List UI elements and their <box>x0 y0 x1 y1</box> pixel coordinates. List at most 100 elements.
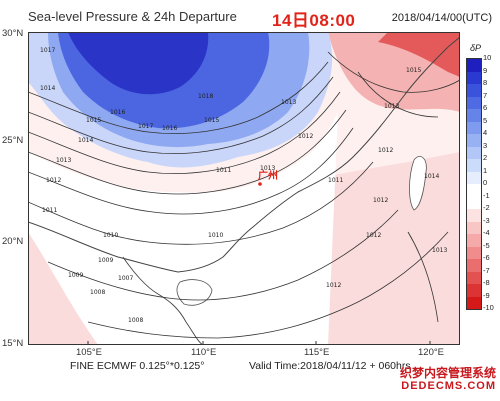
colorbar-tick-label: -4 <box>483 228 490 237</box>
map-panel: 1017 1016 1015 1014 1018 1017 1016 1013 … <box>28 32 460 345</box>
isobar-labels: 1017 1016 1015 1014 1018 1017 1016 1013 … <box>40 47 447 324</box>
isobar-label: 1015 <box>86 117 101 124</box>
colorbar-segment <box>467 134 481 147</box>
watermark-line1: 织梦内容管理系统 <box>399 366 496 380</box>
colorbar-tick-label: -7 <box>483 265 490 275</box>
pressure-map-svg: 1017 1016 1015 1014 1018 1017 1016 1013 … <box>28 32 460 345</box>
isobar-label: 1014 <box>40 85 55 92</box>
colorbar-segment <box>467 259 481 272</box>
colorbar <box>466 58 482 310</box>
colorbar-segment <box>467 196 481 209</box>
colorbar-tick-label: -6 <box>483 253 490 262</box>
colorbar-tick-label: -2 <box>483 203 490 212</box>
colorbar-tick-label: 7 <box>483 90 488 100</box>
isobar-label: 1009 <box>68 272 83 279</box>
coastline <box>28 36 460 273</box>
hainan-island <box>176 279 213 306</box>
guangzhou-marker <box>258 182 262 186</box>
colorbar-tick-label: 8 <box>483 78 488 87</box>
colorbar-segment <box>467 171 481 184</box>
colorbar-title: δP <box>470 43 482 53</box>
colorbar-tick-label: 5 <box>483 115 488 125</box>
lon-label-110: 110°E <box>191 347 217 358</box>
sw-pink <box>28 232 98 345</box>
colorbar-segment <box>467 71 481 84</box>
colorbar-segment <box>467 109 481 122</box>
colorbar-segment <box>467 121 481 134</box>
colorbar-tick-label: 6 <box>483 103 488 112</box>
valid-time-label: Valid Time:2018/04/11/12 + 060hrs <box>249 360 411 372</box>
city-label-guangzhou: 广州 <box>258 169 278 182</box>
colorbar-tick-label: 2 <box>483 153 488 162</box>
isobar-label: 1008 <box>90 289 105 296</box>
colorbar-tick-label: -10 <box>483 303 494 312</box>
colorbar-segment <box>467 96 481 109</box>
colorbar-tick-label: 9 <box>483 65 488 75</box>
isobar-label: 1013 <box>432 247 447 254</box>
colorbar-tick-label: 1 <box>483 165 488 175</box>
isobar-label: 1017 <box>138 123 153 130</box>
taiwan-island <box>409 156 427 211</box>
lon-ticks <box>87 341 431 345</box>
isobar-label: 1012 <box>378 147 393 154</box>
colorbar-tick-label: -8 <box>483 278 490 287</box>
watermark-line2: DEDECMS.COM <box>401 380 496 392</box>
isobar-label: 1011 <box>216 167 231 174</box>
isobar-label: 1014 <box>424 173 439 180</box>
isobar-label: 1012 <box>373 197 388 204</box>
gulf-coast <box>122 256 204 345</box>
model-label: FINE ECMWF 0.125°*0.125° <box>70 360 205 372</box>
colorbar-segment <box>467 296 481 309</box>
colorbar-segment <box>467 146 481 159</box>
colorbar-segment <box>467 271 481 284</box>
isobar-label: 1012 <box>298 133 313 140</box>
isobar-label: 1015 <box>204 117 219 124</box>
isobar-label: 1010 <box>103 232 118 239</box>
isobar-label: 1008 <box>128 317 143 324</box>
colorbar-segment <box>467 159 481 172</box>
issue-time: 2018/04/14/00(UTC) <box>391 12 492 24</box>
isobar-label: 1010 <box>208 232 223 239</box>
isobar-label: 1012 <box>326 282 341 289</box>
isobar-label: 1018 <box>198 93 213 100</box>
map-frame <box>28 32 460 345</box>
lat-label-20: 20°N <box>2 236 24 247</box>
colorbar-tick-label: -3 <box>483 215 490 225</box>
isobar-label: 1013 <box>56 157 71 164</box>
colorbar-tick-label: 3 <box>483 140 488 150</box>
colorbar-segment <box>467 221 481 234</box>
colorbar-segment <box>467 59 481 72</box>
isobar-label: 1012 <box>366 232 381 239</box>
lon-label-120: 120°E <box>418 347 444 358</box>
blue-core <box>68 32 209 95</box>
lat-label-30: 30°N <box>2 28 24 39</box>
isobar-label: 1014 <box>78 137 93 144</box>
isobar-label: 1015 <box>406 67 421 74</box>
colorbar-tick-label: -5 <box>483 240 490 250</box>
chart-title: Sea-level Pressure & 24h Departure <box>28 9 237 24</box>
isobar-label: 1011 <box>328 177 343 184</box>
colorbar-tick-label: 4 <box>483 128 488 137</box>
colorbar-segment <box>467 84 481 97</box>
ne-strong-red <box>378 32 460 77</box>
lon-label-115: 115°E <box>304 347 330 358</box>
lat-label-25: 25°N <box>2 135 24 146</box>
isobar-label: 1013 <box>384 103 399 110</box>
colorbar-segment <box>467 209 481 222</box>
isobar-label: 1017 <box>40 47 55 54</box>
lat-label-15: 15°N <box>2 338 24 349</box>
isobar-label: 1007 <box>118 275 133 282</box>
isobar-label: 1009 <box>98 257 113 264</box>
colorbar-tick-label: 0 <box>483 178 488 187</box>
lon-label-105: 105°E <box>76 347 102 358</box>
colorbar-tick-label: -9 <box>483 290 490 300</box>
isobar-label: 1016 <box>162 125 177 132</box>
isobar-label: 1013 <box>260 165 275 172</box>
isobar-label: 1012 <box>46 177 61 184</box>
isobar-label: 1011 <box>42 207 57 214</box>
colorbar-segment <box>467 184 481 197</box>
colorbar-tick-label: -1 <box>483 190 490 200</box>
colorbar-segment <box>467 234 481 247</box>
forecast-time: 14日08:00 <box>272 11 356 30</box>
colorbar-segment <box>467 284 481 297</box>
